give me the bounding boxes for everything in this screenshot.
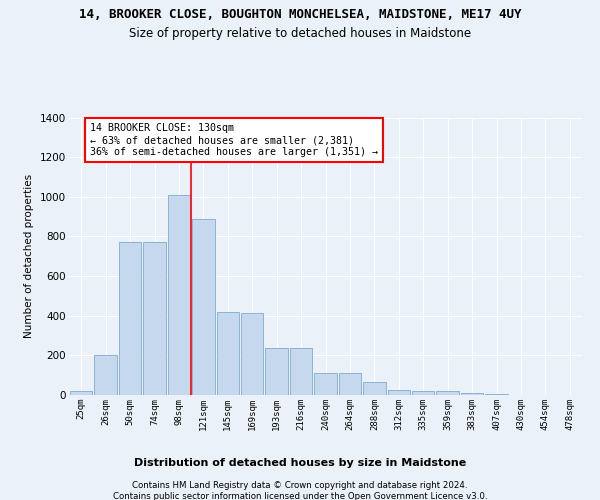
Bar [338, 373, 361, 395]
Text: 14, BROOKER CLOSE, BOUGHTON MONCHELSEA, MAIDSTONE, ME17 4UY: 14, BROOKER CLOSE, BOUGHTON MONCHELSEA, … [79, 8, 521, 20]
Bar [461, 393, 484, 395]
Bar [388, 390, 410, 395]
Bar [143, 242, 166, 395]
Bar [70, 391, 92, 395]
Bar [485, 394, 508, 395]
Bar [167, 195, 190, 395]
Bar [217, 312, 239, 395]
Text: 14 BROOKER CLOSE: 130sqm
← 63% of detached houses are smaller (2,381)
36% of sem: 14 BROOKER CLOSE: 130sqm ← 63% of detach… [90, 124, 378, 156]
Bar [436, 391, 459, 395]
Text: Distribution of detached houses by size in Maidstone: Distribution of detached houses by size … [134, 458, 466, 468]
Text: Contains HM Land Registry data © Crown copyright and database right 2024.: Contains HM Land Registry data © Crown c… [132, 481, 468, 490]
Bar [290, 348, 313, 395]
Bar [192, 218, 215, 395]
Text: Size of property relative to detached houses in Maidstone: Size of property relative to detached ho… [129, 28, 471, 40]
Bar [241, 312, 263, 395]
Bar [314, 373, 337, 395]
Bar [363, 382, 386, 395]
Bar [94, 356, 117, 395]
Bar [412, 391, 434, 395]
Text: Contains public sector information licensed under the Open Government Licence v3: Contains public sector information licen… [113, 492, 487, 500]
Y-axis label: Number of detached properties: Number of detached properties [25, 174, 34, 338]
Bar [265, 348, 288, 395]
Bar [119, 242, 142, 395]
